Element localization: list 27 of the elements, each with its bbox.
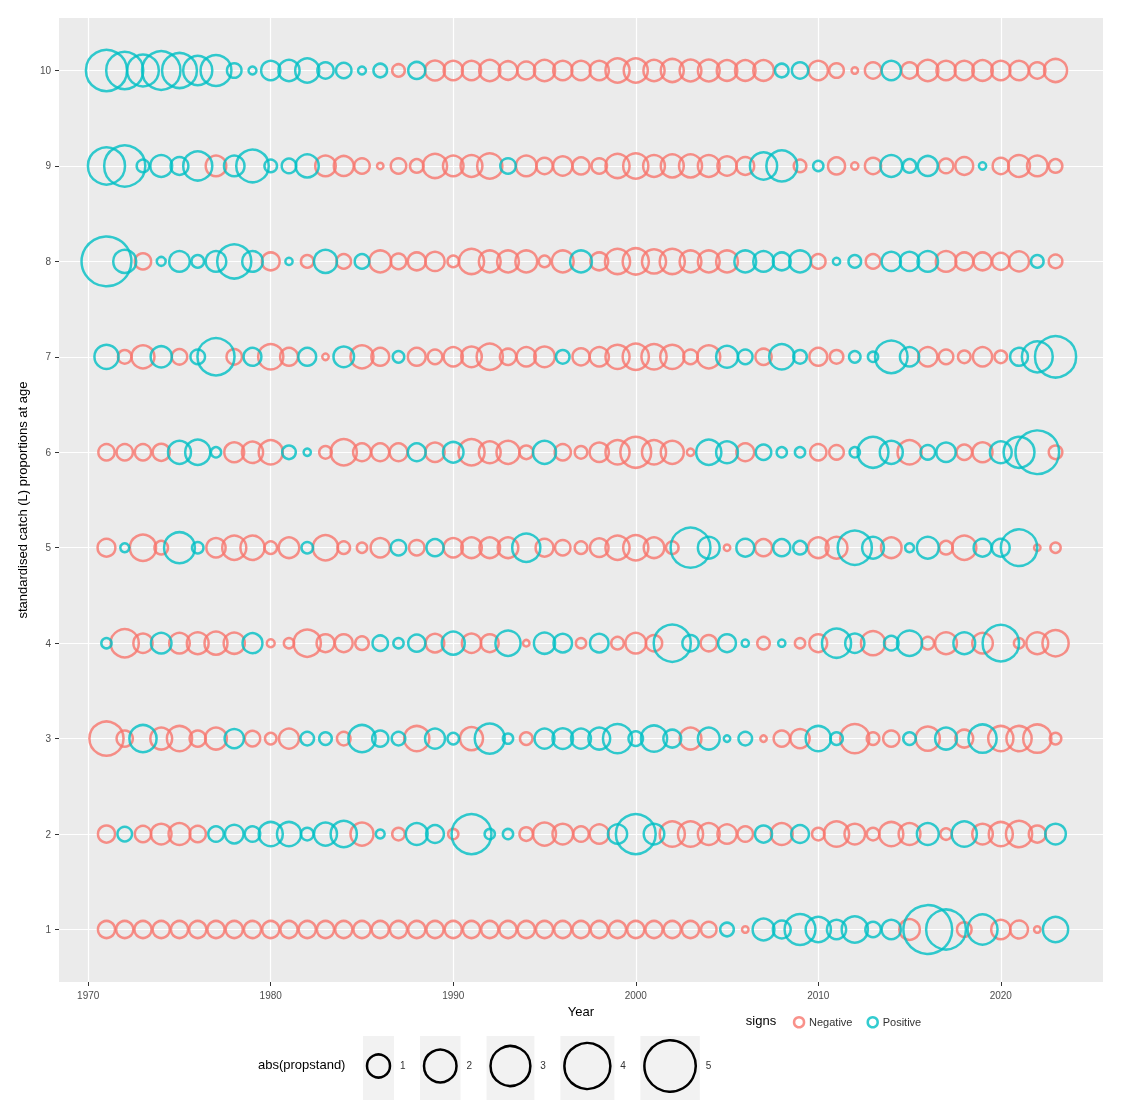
y-axis-title: standardised catch (L) proportions at age xyxy=(15,381,30,619)
text: abs(propstand) xyxy=(258,1057,346,1072)
legend-label: Negative xyxy=(809,1016,853,1029)
x-tick-label: 1980 xyxy=(259,989,283,1001)
x-axis-title: Year xyxy=(567,1003,595,1019)
x-tick-label: 1990 xyxy=(442,989,465,1001)
y-tick-label: 2 xyxy=(45,828,52,840)
y-tick-label: 5 xyxy=(45,542,52,554)
legend-label: 4 xyxy=(620,1059,627,1071)
x-tick-label: 2010 xyxy=(807,989,830,1001)
y-tick-label: 1 xyxy=(45,924,52,936)
y-tick-label: 6 xyxy=(45,446,52,458)
y-tick-label: 3 xyxy=(45,733,52,745)
x-tick-label: 1970 xyxy=(77,989,100,1001)
y-tick-label: 9 xyxy=(45,160,52,172)
y-tick-label: 8 xyxy=(45,255,52,267)
legend-label: 1 xyxy=(400,1059,406,1071)
legend-label: 5 xyxy=(705,1059,712,1071)
legend-label: 2 xyxy=(466,1059,473,1071)
legend-label: Positive xyxy=(882,1016,922,1029)
x-tick-label: 2000 xyxy=(624,989,648,1001)
y-tick-label: 10 xyxy=(39,64,52,76)
legend-title: signs xyxy=(745,1013,777,1028)
y-tick-label: 7 xyxy=(45,351,52,363)
x-tick-label: 2020 xyxy=(989,989,1013,1001)
legend-label: 3 xyxy=(540,1059,547,1071)
y-tick-label: 4 xyxy=(45,637,52,649)
